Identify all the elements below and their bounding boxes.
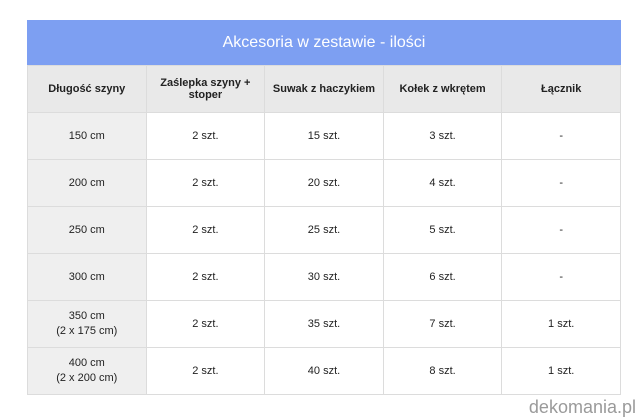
cell-line: 150 cm <box>68 129 105 142</box>
table-cell: 2 szt. <box>145 253 266 301</box>
table-cell: 5 szt. <box>382 206 503 254</box>
header-row: Długość szyny Zaślepka szyny + stoper Suwa… <box>27 65 621 113</box>
table-cell: 2 szt. <box>145 300 266 348</box>
table-row: 250 cm 2 szt. 25 szt. 5 szt. - <box>27 206 621 254</box>
table-cell: - <box>501 112 621 160</box>
table-row: 300 cm 2 szt. 30 szt. 6 szt. - <box>27 253 621 301</box>
table-cell: 7 szt. <box>382 300 503 348</box>
table-row: 400 cm (2 x 200 cm) 2 szt. 40 szt. 8 szt. 1 s… <box>27 347 621 395</box>
table: Długość szyny Zaślepka szyny + stoper Suwa… <box>27 65 621 395</box>
table-cell: 1 szt. <box>501 347 621 395</box>
row-label-cell: 300 cm <box>27 253 147 301</box>
table-row: 350 cm (2 x 175 cm) 2 szt. 35 szt. 7 szt. 1 s… <box>27 300 621 348</box>
table-cell: 3 szt. <box>382 112 503 160</box>
row-label-cell: 350 cm (2 x 175 cm) <box>27 300 147 348</box>
header-cell: Łącznik <box>501 65 621 113</box>
table-cell: 8 szt. <box>382 347 503 395</box>
table-cell: 4 szt. <box>382 159 503 207</box>
table-cell: - <box>501 253 621 301</box>
cell-line: (2 x 200 cm) <box>56 372 118 384</box>
cell-line: 350 cm <box>68 310 105 322</box>
row-label-cell: 400 cm (2 x 200 cm) <box>27 347 147 395</box>
header-cell: Zaślepka szyny + stoper <box>145 65 266 113</box>
table-cell: - <box>501 206 621 254</box>
cell-line: 200 cm <box>68 176 105 189</box>
row-label-cell: 250 cm <box>27 206 147 254</box>
table-cell: 30 szt. <box>264 253 384 301</box>
table-cell: 6 szt. <box>382 253 503 301</box>
header-cell: Suwak z haczykiem <box>264 65 384 113</box>
table-cell: 2 szt. <box>145 159 266 207</box>
cell-line: 300 cm <box>68 270 105 283</box>
table-cell: 15 szt. <box>264 112 384 160</box>
header-cell: Długość szyny <box>27 65 147 113</box>
table-cell: 40 szt. <box>264 347 384 395</box>
cell-line: (2 x 175 cm) <box>56 325 118 337</box>
header-cell: Kołek z wkrętem <box>382 65 503 113</box>
table-row: 150 cm 2 szt. 15 szt. 3 szt. - <box>27 112 621 160</box>
row-label-cell: 200 cm <box>27 159 147 207</box>
table-row: 200 cm 2 szt. 20 szt. 4 szt. - <box>27 159 621 207</box>
cell-line: 400 cm <box>68 357 105 369</box>
table-cell: 2 szt. <box>145 112 266 160</box>
table-cell: - <box>501 159 621 207</box>
table-cell: 2 szt. <box>145 206 266 254</box>
table-cell: 2 szt. <box>145 347 266 395</box>
table-card: Akcesoria w zestawie - ilości Długość sz… <box>27 20 621 395</box>
table-cell: 25 szt. <box>264 206 384 254</box>
table-cell: 35 szt. <box>264 300 384 348</box>
cell-line: 250 cm <box>68 223 105 236</box>
table-cell: 20 szt. <box>264 159 384 207</box>
table-title: Akcesoria w zestawie - ilości <box>27 20 621 65</box>
row-label-cell: 150 cm <box>27 112 147 160</box>
watermark: dekomania.pl <box>528 397 636 417</box>
table-cell: 1 szt. <box>501 300 621 348</box>
